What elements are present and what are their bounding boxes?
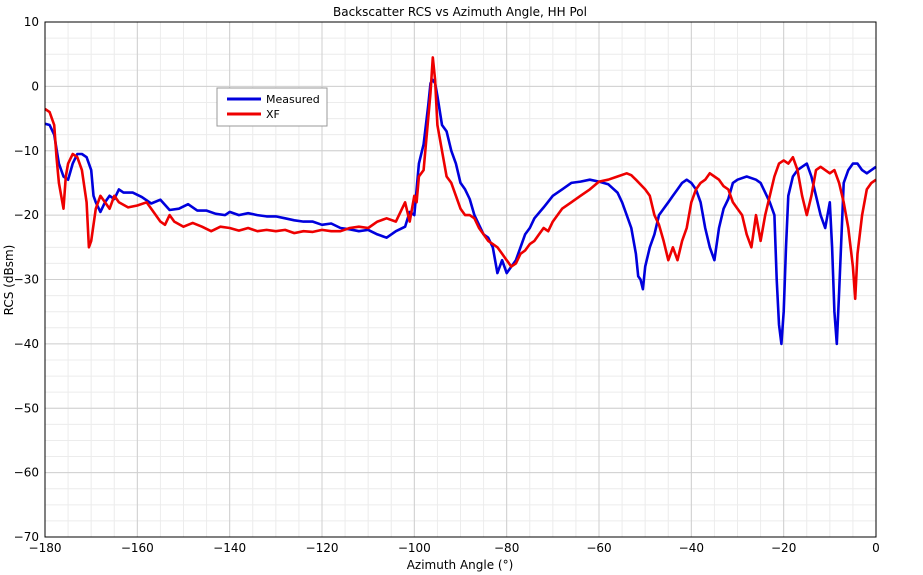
- y-tick-label: −30: [14, 273, 39, 287]
- series-layer: [44, 56, 877, 346]
- y-tick-label: −70: [14, 530, 39, 544]
- x-axis-title: Azimuth Angle (°): [407, 558, 514, 572]
- x-tick-label: −60: [586, 541, 611, 555]
- legend-label-measured: Measured: [266, 93, 320, 106]
- legend-box: [216, 87, 328, 127]
- x-tick-labels: −180 −160 −140 −120 −100 −80 −60 −40 −20 0: [29, 541, 880, 555]
- legend: Measured XF: [216, 87, 328, 127]
- y-tick-label: 0: [31, 79, 39, 93]
- chart-title: Backscatter RCS vs Azimuth Angle, HH Pol: [333, 5, 587, 19]
- series-line-xf: [44, 56, 877, 301]
- y-tick-label: −20: [14, 208, 39, 222]
- x-tick-label: 0: [872, 541, 880, 555]
- y-tick-label: 10: [24, 15, 39, 29]
- y-tick-label: −60: [14, 466, 39, 480]
- y-tick-label: −10: [14, 144, 39, 158]
- x-tick-label: −40: [679, 541, 704, 555]
- x-tick-label: −80: [494, 541, 519, 555]
- y-tick-label: −40: [14, 337, 39, 351]
- legend-label-xf: XF: [266, 108, 280, 121]
- x-tick-label: −100: [398, 541, 431, 555]
- x-tick-label: −140: [213, 541, 246, 555]
- x-tick-label: −20: [771, 541, 796, 555]
- x-tick-label: −160: [121, 541, 154, 555]
- y-axis-title: RCS (dBsm): [2, 245, 16, 316]
- plot-area-frame: [44, 21, 877, 538]
- y-tick-labels: 10 0 −10 −20 −30 −40 −50 −60 −70: [14, 15, 39, 544]
- x-tick-label: −180: [29, 541, 62, 555]
- x-tick-label: −120: [306, 541, 339, 555]
- y-tick-label: −50: [14, 401, 39, 415]
